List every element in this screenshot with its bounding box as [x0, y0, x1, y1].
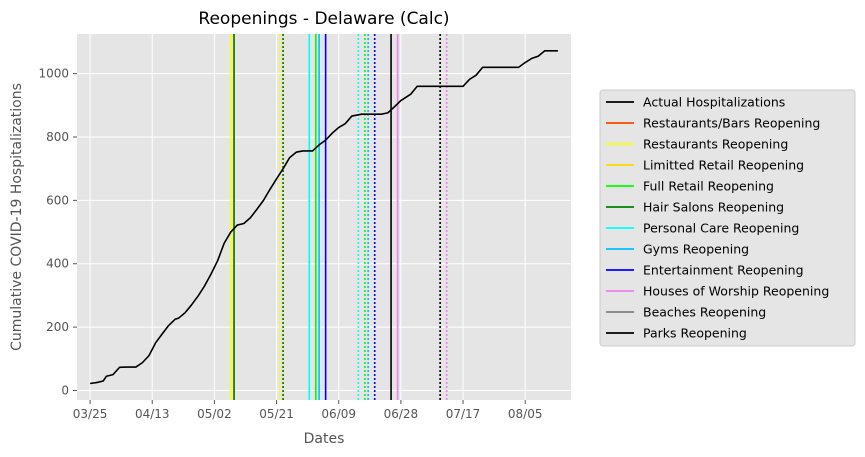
legend-entry: Parks Reopening	[643, 326, 747, 341]
series-line	[89, 49, 558, 385]
x-tick-label: 03/25	[73, 407, 108, 421]
legend-entry: Entertainment Reopening	[643, 263, 804, 278]
reopening-lines	[229, 34, 448, 400]
legend-entry: Hair Salons Reopening	[643, 200, 784, 215]
legend-entry: Restaurants Reopening	[643, 137, 788, 152]
plot-background	[77, 34, 571, 400]
y-tick-label: 400	[46, 257, 69, 271]
y-tick-label: 200	[46, 320, 69, 334]
legend-entry: Restaurants/Bars Reopening	[643, 116, 820, 131]
x-ticks: 03/25 04/13 05/02 05/21 06/09 06/28 07/17 08/05	[73, 400, 543, 421]
y-tick-label: 0	[61, 383, 69, 397]
legend-entry: Beaches Reopening	[643, 305, 766, 320]
grid	[77, 34, 571, 400]
x-tick-label: 08/05	[508, 407, 543, 421]
legend-box	[599, 89, 856, 347]
y-axis-label: Cumulative COVID-19 Hospitalizations	[9, 83, 25, 351]
x-axis-label: Dates	[304, 431, 345, 447]
legend-entry: Actual Hospitalizations	[643, 95, 785, 110]
legend-entry: Personal Care Reopening	[643, 221, 799, 236]
y-tick-label: 600	[46, 193, 69, 207]
x-tick-label: 04/13	[135, 407, 170, 421]
chart-title: Reopenings - Delaware (Calc)	[198, 9, 449, 29]
legend-entry: Houses of Worship Reopening	[643, 284, 829, 299]
series-layer	[89, 49, 558, 385]
legend-entry: Gyms Reopening	[643, 242, 749, 257]
x-tick-label: 05/21	[259, 407, 294, 421]
x-tick-label: 06/28	[384, 407, 419, 421]
x-tick-label: 07/17	[446, 407, 481, 421]
legend: Actual Hospitalizations Restaurants/Bars …	[599, 89, 856, 347]
x-tick-label: 06/09	[321, 407, 356, 421]
legend-entry: Limitted Retail Reopening	[643, 158, 804, 173]
y-ticks: 0 200 400 600 800 1000	[38, 67, 77, 397]
legend-entry: Full Retail Reopening	[643, 179, 774, 194]
y-tick-label: 800	[46, 130, 69, 144]
y-tick-label: 1000	[38, 67, 69, 81]
x-tick-label: 05/02	[197, 407, 232, 421]
